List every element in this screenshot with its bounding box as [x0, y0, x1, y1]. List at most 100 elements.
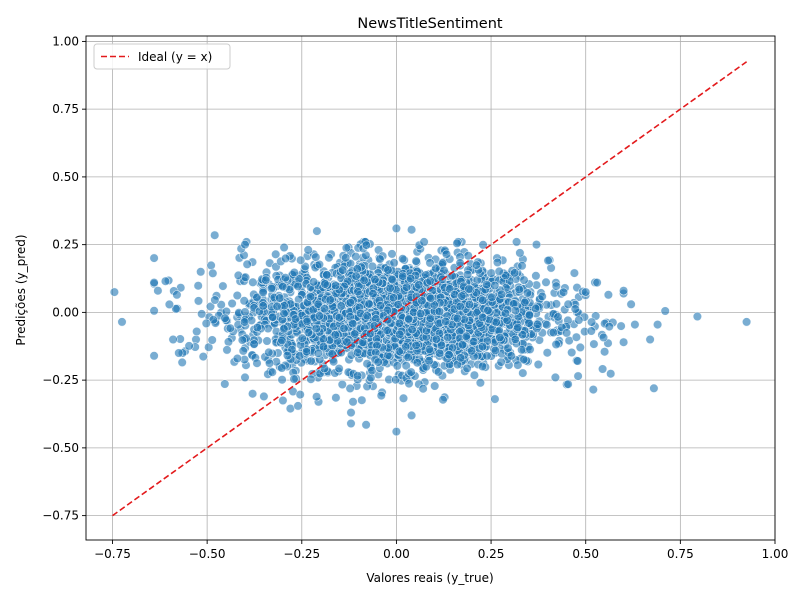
scatter-point — [313, 348, 323, 358]
scatter-point — [271, 249, 281, 259]
scatter-point — [205, 301, 216, 312]
scatter-point — [490, 345, 500, 356]
scatter-point — [482, 280, 492, 290]
scatter-point — [616, 321, 626, 331]
scatter-point — [573, 371, 583, 381]
scatter-point — [435, 348, 445, 358]
scatter-point — [267, 367, 277, 377]
scatter-point — [210, 230, 220, 240]
scatter-point — [424, 356, 434, 366]
scatter-point — [198, 352, 208, 362]
scatter-point — [351, 271, 361, 281]
x-tick-label: −0.75 — [94, 547, 131, 561]
scatter-point — [455, 301, 465, 312]
scatter-point — [206, 260, 216, 271]
scatter-point — [177, 357, 187, 368]
x-tick-label: 1.00 — [762, 547, 789, 561]
scatter-point — [581, 287, 591, 297]
scatter-point — [362, 311, 372, 321]
scatter-point — [306, 292, 316, 302]
scatter-point — [606, 369, 616, 379]
scatter-point — [341, 243, 352, 253]
scatter-point — [575, 342, 585, 353]
scatter-point — [503, 343, 513, 353]
scatter-point — [471, 260, 482, 270]
scatter-point — [511, 237, 522, 247]
axes-frame — [85, 35, 776, 541]
scatter-point — [348, 397, 358, 407]
plot-area: −0.75 −0.50 −0.25 0.00 0.25 0.50 0.75 1.00 −0.75… — [42, 34, 788, 561]
scatter-point — [353, 347, 363, 358]
scatter-point — [563, 299, 573, 309]
scatter-point — [478, 312, 488, 323]
scatter-point — [242, 259, 252, 269]
x-tick-label: 0.00 — [383, 547, 410, 561]
scatter-point — [452, 313, 462, 323]
scatter-point — [431, 263, 441, 273]
scatter-point — [572, 356, 583, 366]
scatter-point — [382, 325, 392, 336]
scatter-point — [239, 296, 249, 306]
scatter-point — [320, 304, 330, 314]
scatter-point — [314, 311, 325, 321]
scatter-point — [496, 357, 506, 367]
scatter-point — [238, 346, 248, 356]
scatter-point — [313, 299, 323, 309]
scatter-point — [514, 284, 524, 295]
scatter-point — [277, 363, 287, 373]
scatter-point — [320, 279, 330, 289]
scatter-point — [311, 323, 321, 334]
scatter-point — [258, 287, 268, 298]
scatter-point — [398, 393, 409, 403]
scatter-point — [494, 266, 504, 277]
scatter-point — [517, 261, 527, 271]
scatter-series — [109, 223, 752, 437]
scatter-point — [303, 328, 314, 338]
scatter-point — [434, 306, 444, 317]
scatter-point — [398, 254, 408, 264]
scatter-point — [520, 297, 530, 308]
scatter-point — [350, 329, 360, 339]
scatter-point — [411, 256, 421, 266]
scatter-point — [193, 281, 203, 291]
scatter-point — [338, 265, 348, 275]
scatter-point — [375, 301, 386, 311]
scatter-point — [389, 258, 399, 268]
scatter-point — [426, 293, 436, 303]
scatter-point — [417, 296, 427, 306]
scatter-point — [588, 385, 598, 395]
scatter-point — [117, 317, 127, 327]
scatter-point — [348, 319, 358, 329]
scatter-point — [387, 249, 397, 259]
scatter-point — [232, 353, 242, 364]
scatter-point — [164, 299, 174, 310]
scatter-point — [553, 312, 563, 322]
scatter-point — [265, 358, 275, 368]
scatter-point — [478, 295, 488, 305]
scatter-point — [462, 363, 472, 374]
scatter-point — [486, 268, 496, 278]
x-tick-label: −0.25 — [283, 547, 320, 561]
scatter-point — [201, 318, 211, 329]
scatter-point — [289, 267, 299, 278]
scatter-point — [383, 315, 393, 325]
y-axis-label: Predições (y_pred) — [14, 234, 28, 345]
scatter-point — [394, 318, 404, 328]
scatter-point — [443, 332, 453, 343]
scatter-point — [404, 314, 414, 324]
scatter-point — [264, 347, 274, 358]
scatter-point — [277, 375, 287, 385]
scatter-point — [295, 351, 305, 361]
scatter-point — [331, 280, 341, 291]
scatter-point — [279, 324, 289, 334]
scatter-point — [406, 274, 416, 284]
scatter-point — [345, 298, 356, 308]
scatter-point — [393, 299, 403, 310]
scatter-point — [336, 301, 346, 311]
scatter-point — [660, 306, 670, 316]
scatter-point — [506, 351, 516, 361]
scatter-point — [351, 252, 361, 262]
scatter-point — [325, 295, 335, 305]
scatter-point — [645, 334, 655, 345]
scatter-point — [252, 322, 262, 333]
